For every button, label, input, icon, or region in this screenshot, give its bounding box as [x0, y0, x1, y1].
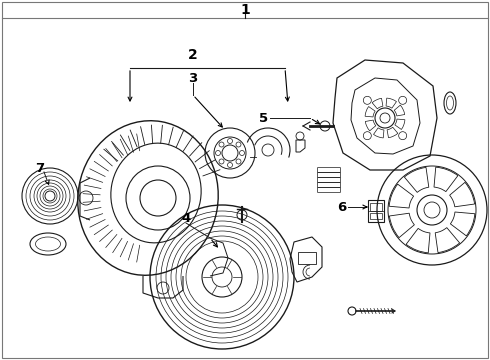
Text: 5: 5 — [259, 112, 269, 125]
Text: 2: 2 — [188, 48, 198, 62]
Text: 1: 1 — [240, 3, 250, 17]
Bar — [368, 200, 384, 222]
Text: 7: 7 — [35, 162, 45, 175]
Bar — [370, 213, 382, 219]
Text: 4: 4 — [181, 212, 191, 225]
Bar — [370, 203, 382, 211]
Bar — [298, 252, 316, 264]
Circle shape — [348, 307, 356, 315]
Text: 3: 3 — [188, 72, 197, 85]
Text: 6: 6 — [338, 201, 346, 213]
